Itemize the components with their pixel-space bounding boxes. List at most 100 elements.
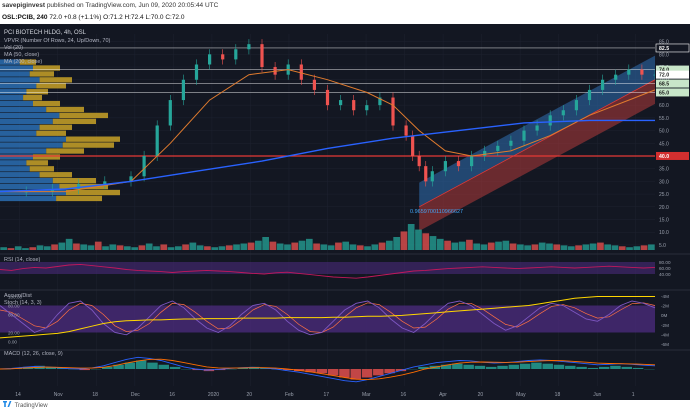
volume-bar	[539, 243, 546, 250]
volume-bar	[153, 246, 160, 250]
volume-bar	[139, 245, 146, 250]
vpvr-bar-down	[36, 131, 66, 136]
vpvr-bar-down	[40, 77, 72, 82]
candle-body	[496, 146, 499, 151]
vpvr-bar-down	[66, 136, 120, 141]
volume-bar	[408, 224, 415, 250]
volume-bar	[371, 244, 378, 250]
vpvr-bar-up	[0, 184, 59, 189]
macd-histogram-bar	[317, 369, 327, 373]
volume-bar	[66, 239, 73, 250]
volume-bar	[117, 245, 124, 250]
volume-bar	[481, 244, 488, 250]
candle-body	[483, 151, 486, 156]
volume-bar	[88, 245, 95, 250]
footer-brand[interactable]: TradingView	[15, 403, 48, 409]
vpvr-bar-up	[0, 178, 53, 183]
volume-bar	[190, 243, 197, 250]
volume-bar	[73, 244, 80, 251]
volume-bar	[350, 244, 357, 250]
volume-bar	[415, 230, 422, 250]
symbol-label[interactable]: OSL:PCIB, 240	[2, 14, 48, 21]
macd-legend[interactable]: MACD (12, 26, close, 9)	[4, 351, 63, 357]
price-tag-label: 40.0	[659, 154, 669, 160]
macd-histogram-bar	[362, 369, 372, 378]
macd-histogram-bar	[576, 367, 586, 369]
macd-histogram-bar	[509, 365, 519, 369]
volume-bar	[561, 245, 568, 250]
vpvr-bar-up	[0, 113, 59, 118]
legend-vpvr[interactable]: VPVR (Number Of Rows, 24, Up/Down, 70)	[4, 38, 111, 44]
candle-body	[411, 136, 414, 156]
macd-histogram-bar	[542, 364, 552, 369]
legend-ma200[interactable]: MA (200, close)	[4, 59, 42, 65]
publisher-name[interactable]: savepiginvest	[2, 2, 45, 9]
macd-histogram-bar	[136, 361, 146, 370]
price-tag-label: 82.5	[659, 46, 669, 52]
volume-bar	[197, 245, 204, 250]
tradingview-logo-icon[interactable]	[3, 400, 13, 411]
candle-body	[208, 54, 211, 64]
candle-body	[588, 90, 591, 100]
volume-bar	[430, 236, 437, 250]
stoch-tick-label: 60.00	[8, 313, 20, 318]
volume-bar	[37, 245, 44, 250]
volume-bar	[524, 245, 531, 250]
price-tick-label: 30.0	[659, 179, 669, 185]
candle-body	[365, 105, 368, 110]
trading-chart[interactable]: 85.080.075.070.065.060.055.050.045.040.0…	[0, 24, 690, 400]
rsi-legend[interactable]: RSI (14, close)	[4, 257, 41, 263]
time-tick-label: May	[516, 392, 526, 398]
macd-histogram-bar	[554, 365, 564, 369]
legend-title: PCI BIOTECH HLDG, 4h, OSL	[4, 30, 87, 36]
vpvr-bar-down	[63, 142, 114, 147]
time-tick-label: 18	[555, 392, 561, 398]
vpvr-bar-down	[33, 101, 60, 106]
price-tick-label: 55.0	[659, 116, 669, 122]
vpvr-bar-up	[0, 148, 46, 153]
price-tag-label: 68.5	[659, 82, 669, 88]
volume-bar	[270, 242, 277, 250]
volume-bar	[612, 245, 619, 250]
volume-bar	[575, 245, 582, 250]
vpvr-bar-down	[36, 83, 66, 88]
candle-body	[444, 161, 447, 171]
vpvr-bar-up	[0, 172, 40, 177]
legend-ma50[interactable]: MA (50, close)	[4, 52, 39, 58]
candle-body	[260, 44, 263, 67]
volume-bar	[502, 241, 509, 250]
volume-bar	[211, 247, 218, 250]
macd-histogram-bar	[475, 366, 485, 369]
legend-vol[interactable]: Vol (20)	[4, 45, 23, 51]
time-tick-label: 1	[632, 392, 635, 398]
rsi-tick-label: 60.00	[659, 266, 671, 271]
vpvr-bar-up	[0, 142, 63, 147]
volume-bar	[532, 244, 539, 250]
vpvr-bar-up	[0, 83, 36, 88]
volume-bar	[641, 245, 648, 250]
volume-bar	[284, 244, 291, 250]
volume-bar	[233, 244, 240, 250]
candle-body	[509, 141, 512, 146]
vpvr-bar-up	[0, 154, 33, 159]
vpvr-bar-up	[0, 119, 53, 124]
stoch-legend[interactable]: Stoch (14, 3, 3)	[4, 300, 42, 306]
publisher-bar: savepiginvest published on TradingView.c…	[0, 0, 690, 12]
volume-bar	[291, 243, 298, 250]
candle-body	[143, 156, 146, 176]
candle-body	[313, 80, 316, 90]
vpvr-bar-down	[46, 148, 84, 153]
volume-bar	[277, 244, 284, 251]
accum-legend[interactable]: Accum/Dist	[4, 293, 32, 299]
volume-bar	[15, 246, 22, 250]
volume-bar	[240, 244, 247, 251]
vpvr-bar-up	[0, 89, 26, 94]
price-tick-label: 10.0	[659, 230, 669, 236]
candle-body	[614, 75, 617, 80]
volume-bar	[422, 233, 429, 250]
volume-bar	[633, 246, 640, 250]
time-tick-label: Nov	[54, 392, 63, 398]
volume-bar	[604, 244, 611, 250]
volume-bar	[168, 247, 175, 250]
